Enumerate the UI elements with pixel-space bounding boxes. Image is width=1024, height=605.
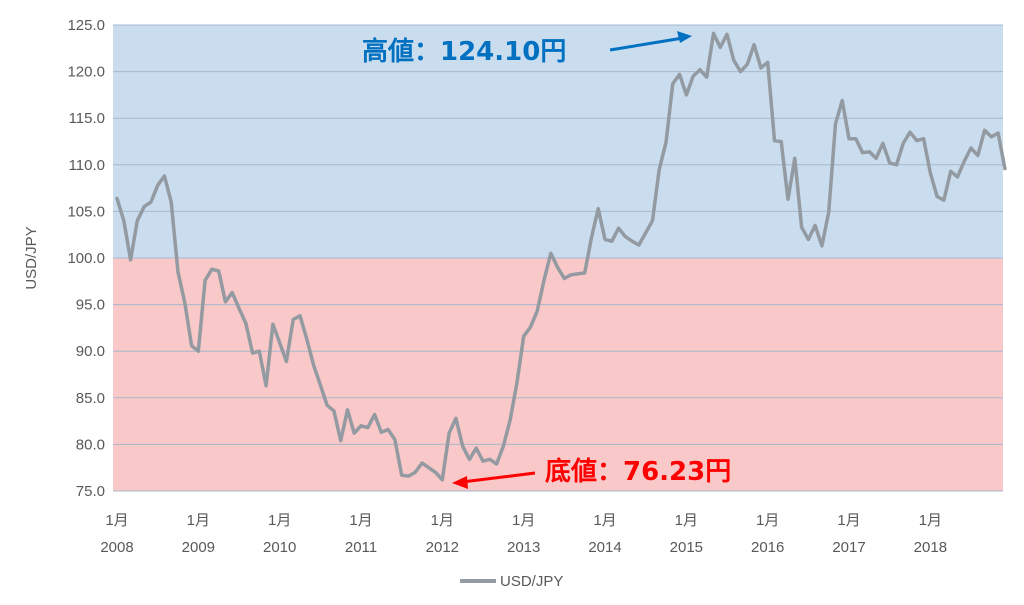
y-tick-label: 90.0 (76, 343, 105, 360)
low-annotation: 底値：76.23円 (452, 456, 731, 489)
x-tick-month: 1月 (837, 512, 860, 529)
x-tick-month: 1月 (187, 512, 210, 529)
y-axis-ticks: 75.0 80.0 85.0 90.0 95.0 100.0 105.0 110.0 115.0… (67, 17, 105, 500)
high-annotation-arrow (609, 36, 684, 52)
x-tick-month: 1月 (105, 512, 128, 529)
x-tick-year: 2013 (507, 539, 540, 556)
x-tick-year: 2012 (426, 539, 459, 556)
x-tick-month: 1月 (593, 512, 616, 529)
x-tick: 1月 2008 (100, 512, 133, 556)
series-usd-jpy (115, 31, 1007, 482)
high-annotation: 高値：124.10円 (362, 31, 692, 67)
x-tick-year: 2008 (100, 539, 133, 556)
high-arrow-head (677, 31, 692, 43)
low-arrow-head (452, 476, 468, 489)
y-tick-label: 125.0 (67, 17, 105, 34)
x-tick-year: 2016 (751, 539, 784, 556)
y-tick-label: 110.0 (69, 157, 105, 174)
x-tick-year: 2010 (263, 539, 296, 556)
y-tick-label: 120.0 (67, 64, 105, 81)
x-tick: 1月 2011 (345, 512, 377, 556)
low-annotation-arrow (461, 471, 536, 484)
x-tick-month: 1月 (431, 512, 454, 529)
series-line (115, 31, 1007, 482)
legend-label: USD/JPY (500, 573, 563, 590)
x-tick-month: 1月 (756, 512, 779, 529)
x-tick-month: 1月 (349, 512, 372, 529)
x-tick: 1月 2009 (182, 512, 215, 556)
y-axis-label: USD/JPY (23, 226, 40, 289)
x-tick: 1月 2018 (914, 512, 947, 556)
band-above-100 (113, 25, 1003, 258)
y-tick-label: 115.0 (69, 110, 105, 127)
x-tick-month: 1月 (919, 512, 942, 529)
y-tick-label: 105.0 (67, 203, 105, 220)
x-tick: 1月 2015 (670, 512, 703, 556)
high-annotation-label: 高値：124.10円 (362, 36, 566, 67)
x-tick: 1月 2017 (832, 512, 865, 556)
x-tick: 1月 2014 (588, 512, 621, 556)
x-tick-year: 2015 (670, 539, 703, 556)
x-tick-month: 1月 (512, 512, 535, 529)
background-bands (113, 25, 1003, 491)
x-tick: 1月 2012 (426, 512, 459, 556)
band-below-100 (113, 258, 1003, 491)
x-tick-month: 1月 (675, 512, 698, 529)
x-tick-year: 2017 (832, 539, 865, 556)
gridlines (113, 24, 1003, 492)
x-tick-year: 2011 (345, 539, 377, 556)
low-annotation-label: 底値：76.23円 (545, 456, 731, 487)
x-tick-month: 1月 (268, 512, 291, 529)
x-tick: 1月 2016 (751, 512, 784, 556)
y-tick-label: 80.0 (76, 436, 105, 453)
x-tick: 1月 2010 (263, 512, 296, 556)
y-tick-label: 85.0 (76, 390, 105, 407)
y-tick-label: 75.0 (76, 483, 105, 500)
x-axis-ticks: 1月 2008 1月 2009 1月 2010 1月 2011 1月 2012 1月 2013 1月 20… (100, 512, 947, 556)
x-tick: 1月 2013 (507, 512, 540, 556)
x-tick-year: 2014 (588, 539, 621, 556)
legend: USD/JPY (460, 573, 563, 590)
y-tick-label: 100.0 (67, 250, 105, 267)
x-tick-year: 2018 (914, 539, 947, 556)
x-tick-year: 2009 (182, 539, 215, 556)
y-tick-label: 95.0 (76, 297, 105, 314)
